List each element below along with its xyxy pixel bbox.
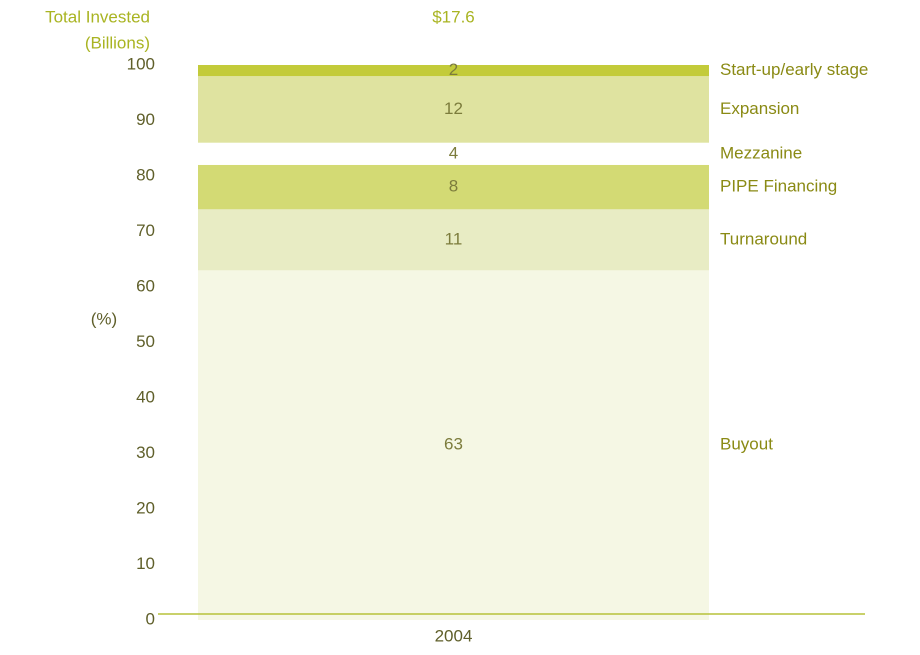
data-label: 8 — [449, 177, 458, 196]
bar-segment — [198, 209, 709, 271]
y-tick-label: 50 — [136, 332, 155, 351]
y-tick-label: 40 — [136, 387, 155, 406]
bar-segment — [198, 65, 709, 77]
data-label: 2 — [449, 60, 458, 79]
data-label: 12 — [444, 99, 463, 118]
bar-segment — [198, 142, 709, 165]
legend-label: Expansion — [720, 99, 799, 118]
data-label: 4 — [449, 143, 458, 162]
y-tick-label: 10 — [136, 554, 155, 573]
legend-label: Start-up/early stage — [720, 60, 868, 79]
y-tick-label: 0 — [146, 609, 155, 628]
y-tick-label: 20 — [136, 498, 155, 517]
data-label: 11 — [445, 229, 463, 248]
legend-label: Buyout — [720, 435, 773, 454]
y-tick-label: 30 — [136, 443, 155, 462]
x-tick-label: 2004 — [435, 626, 473, 645]
y-tick-label: 70 — [136, 221, 155, 240]
bar-segment — [198, 164, 709, 210]
legend-label: Mezzanine — [720, 143, 802, 162]
legend-label: PIPE Financing — [720, 177, 837, 196]
y-tick-label: 80 — [136, 165, 155, 184]
bar-segment — [198, 76, 709, 143]
chart-title: (Billions) — [85, 33, 150, 52]
y-tick-label: 100 — [127, 54, 155, 73]
bar-segment — [198, 270, 709, 620]
y-axis-label: (%) — [91, 309, 117, 328]
data-label: 63 — [444, 435, 463, 454]
legend-label: Turnaround — [720, 229, 807, 248]
y-tick-label: 90 — [136, 110, 155, 129]
y-tick-label: 60 — [136, 276, 155, 295]
total-label: $17.6 — [432, 7, 475, 26]
chart-title: Total Invested — [45, 7, 150, 26]
